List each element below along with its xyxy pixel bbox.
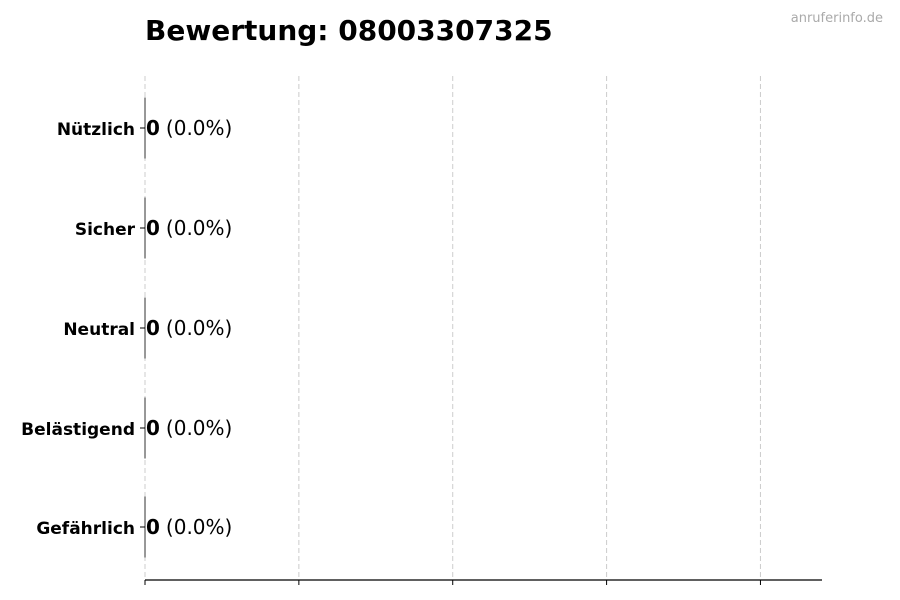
data-label-count: 0	[146, 515, 160, 539]
data-label: 0 (0.0%)	[146, 416, 232, 440]
data-label-percent: (0.0%)	[166, 216, 232, 240]
data-label-percent: (0.0%)	[166, 416, 232, 440]
data-label: 0 (0.0%)	[146, 316, 232, 340]
data-label-percent: (0.0%)	[166, 116, 232, 140]
watermark: anruferinfo.de	[791, 11, 883, 26]
data-label: 0 (0.0%)	[146, 116, 232, 140]
category-label: Sicher	[75, 220, 136, 240]
data-label-count: 0	[146, 316, 160, 340]
data-label-count: 0	[146, 216, 160, 240]
chart-title: Bewertung: 08003307325	[145, 14, 553, 47]
category-label: Belästigend	[21, 420, 135, 440]
data-label-count: 0	[146, 116, 160, 140]
category-label: Nützlich	[57, 120, 135, 140]
data-label-percent: (0.0%)	[166, 316, 232, 340]
data-label-count: 0	[146, 416, 160, 440]
data-label-percent: (0.0%)	[166, 515, 232, 539]
category-label: Neutral	[63, 320, 135, 340]
category-label: Gefährlich	[36, 519, 135, 539]
data-label: 0 (0.0%)	[146, 216, 232, 240]
data-label: 0 (0.0%)	[146, 515, 232, 539]
